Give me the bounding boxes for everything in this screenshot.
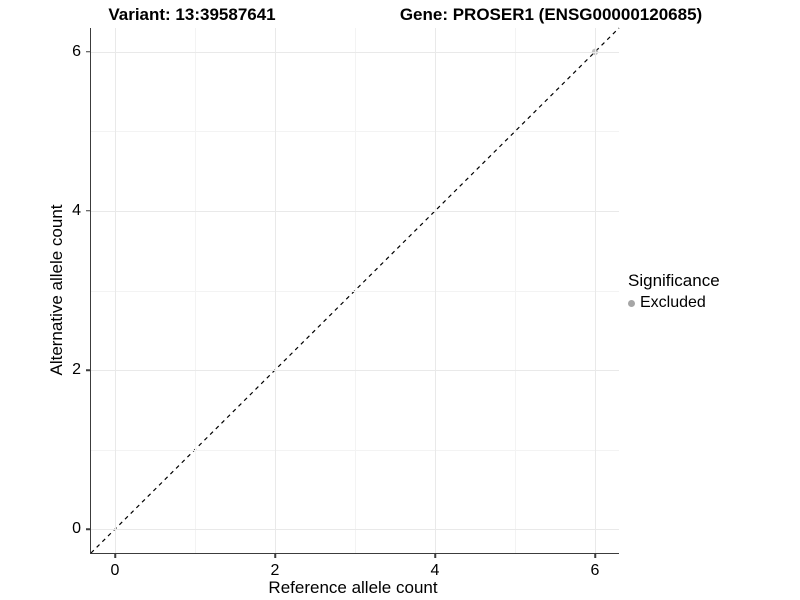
chart-title-variant: Variant: 13:39587641 [108, 5, 276, 24]
major-gridline-x [435, 28, 436, 553]
major-gridline-x [115, 28, 116, 553]
legend-point-icon [628, 299, 635, 307]
major-gridline-y [91, 529, 619, 531]
legend: Significance Excluded [628, 271, 720, 312]
x-tick-label: 0 [110, 562, 120, 579]
legend-title: Significance [628, 271, 720, 290]
x-axis-label: Reference allele count [268, 578, 438, 597]
x-tick-mark [114, 553, 116, 558]
y-tick-mark [86, 210, 91, 212]
minor-gridline-y [91, 131, 619, 133]
major-gridline-y [91, 210, 619, 212]
x-tick-label: 6 [590, 562, 600, 579]
chart-title-gene: Gene: PROSER1 (ENSG00000120685) [399, 5, 703, 24]
y-tick-label: 6 [72, 42, 81, 60]
major-gridline-x [275, 28, 276, 553]
legend-item: Excluded [628, 294, 720, 312]
major-gridline-y [91, 370, 619, 372]
y-tick-mark [86, 369, 91, 371]
y-axis-label: Alternative allele count [47, 204, 66, 376]
major-gridline-y [91, 51, 619, 53]
x-tick-mark [594, 553, 596, 558]
minor-gridline-y [91, 449, 619, 451]
x-tick-mark [434, 553, 436, 558]
y-tick-mark [86, 528, 91, 530]
x-tick-mark [274, 553, 276, 558]
y-tick-label: 4 [72, 201, 81, 219]
x-tick-label: 4 [430, 562, 440, 579]
legend-item-label: Excluded [640, 294, 706, 311]
y-tick-label: 0 [72, 520, 81, 538]
plot-panel: 0 2 4 6 0 2 4 6 [72, 27, 620, 579]
y-tick-mark [86, 51, 91, 53]
minor-gridline-y [91, 290, 619, 292]
x-tick-label: 2 [270, 562, 280, 579]
y-tick-label: 2 [72, 361, 81, 379]
major-gridline-x [595, 28, 596, 553]
